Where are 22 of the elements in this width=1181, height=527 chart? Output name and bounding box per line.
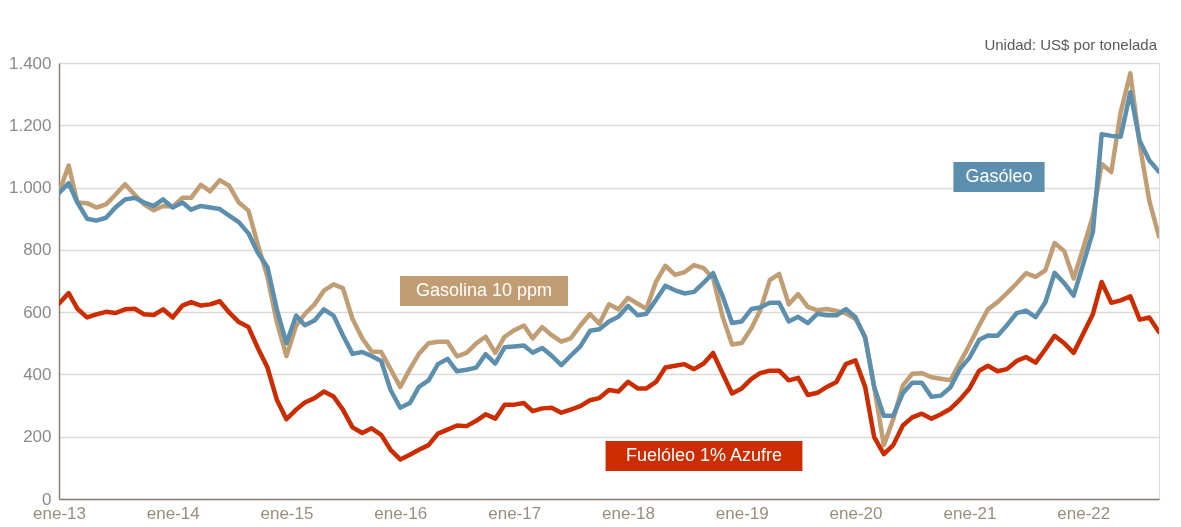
y-tick-label: 400 — [23, 364, 52, 384]
x-tick-label: ene-15 — [260, 503, 314, 523]
x-tick-label: ene-16 — [374, 503, 428, 523]
x-tick-label: ene-17 — [488, 503, 542, 523]
y-tick-label: 1.000 — [8, 178, 52, 198]
series-label: Gasolina 10 ppm — [415, 280, 553, 300]
text: Unidad: US$ por tonelada — [984, 36, 1158, 53]
y-tick-label: 200 — [23, 427, 52, 447]
text: Gasóleo — [965, 166, 1033, 186]
y-tick-label: 800 — [23, 240, 52, 260]
x-tick-label: ene-21 — [943, 503, 997, 523]
x-tick-label: ene-14 — [146, 503, 200, 523]
x-tick-label: ene-22 — [1057, 503, 1111, 523]
x-tick-label: ene-19 — [715, 503, 769, 523]
x-tick-label: ene-20 — [829, 503, 883, 523]
line-series — [59, 279, 1159, 462]
y-tick-label: 0 — [42, 489, 52, 509]
y-tick-label: 1.200 — [8, 115, 52, 135]
x-tick-label: ene-18 — [602, 503, 655, 523]
y-tick-label: 1.400 — [8, 53, 52, 73]
text: Fuelóleo 1% Azufre — [625, 445, 783, 465]
y-tick-label: 600 — [23, 302, 52, 322]
